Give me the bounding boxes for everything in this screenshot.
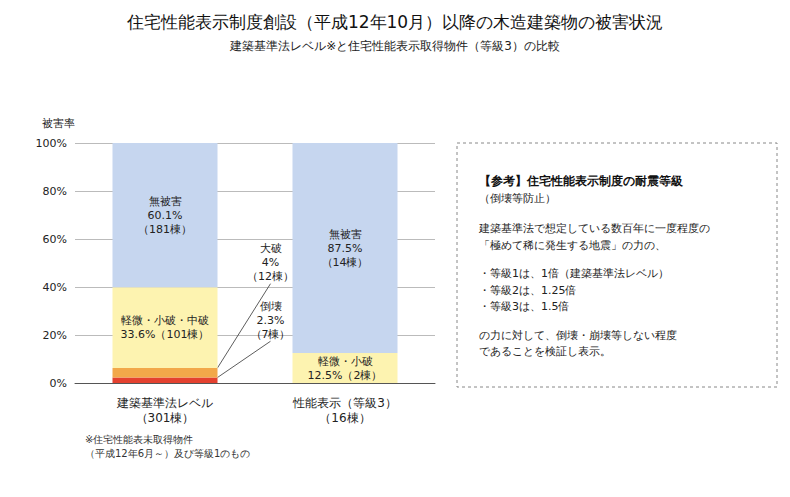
- svg-text:33.6%（101棟）: 33.6%（101棟）: [121, 328, 210, 341]
- svg-text:※住宅性能表未取得物件: ※住宅性能表未取得物件: [85, 434, 193, 445]
- svg-text:60.1%: 60.1%: [148, 209, 183, 222]
- svg-text:2.3%: 2.3%: [257, 314, 285, 327]
- svg-text:であることを検証し表示。: であることを検証し表示。: [479, 345, 611, 358]
- svg-text:（倒壊等防止）: （倒壊等防止）: [479, 192, 556, 205]
- svg-text:軽微・小破・中破: 軽微・小破・中破: [121, 314, 209, 327]
- svg-text:・等級3は、1.5倍: ・等級3は、1.5倍: [479, 300, 570, 313]
- svg-text:（181棟）: （181棟）: [138, 223, 192, 236]
- svg-text:（16棟）: （16棟）: [319, 411, 370, 425]
- svg-text:建築基準法で想定している数百年に一度程度の: 建築基準法で想定している数百年に一度程度の: [478, 222, 710, 235]
- svg-text:無被害: 無被害: [329, 228, 362, 241]
- svg-text:80%: 80%: [43, 185, 67, 198]
- svg-text:建築基準法レベル※と住宅性能表示取得物件（等級3）の比較: 建築基準法レベル※と住宅性能表示取得物件（等級3）の比較: [229, 39, 560, 53]
- svg-text:・等級1は、1倍（建築基準法レベル）: ・等級1は、1倍（建築基準法レベル）: [479, 267, 669, 280]
- svg-text:（7棟）: （7棟）: [251, 328, 291, 341]
- svg-text:・等級2は、1.25倍: ・等級2は、1.25倍: [479, 284, 577, 297]
- svg-text:60%: 60%: [43, 233, 67, 246]
- svg-text:（301棟）: （301棟）: [136, 411, 195, 425]
- svg-text:100%: 100%: [36, 137, 67, 150]
- svg-text:大破: 大破: [260, 242, 282, 255]
- svg-text:20%: 20%: [43, 329, 67, 342]
- svg-text:（平成12年6月～）及び等級1のもの: （平成12年6月～）及び等級1のもの: [85, 448, 250, 459]
- svg-text:被害率: 被害率: [42, 117, 75, 130]
- svg-text:（14棟）: （14棟）: [322, 256, 369, 269]
- svg-text:12.5%（2棟）: 12.5%（2棟）: [308, 369, 383, 382]
- svg-text:4%: 4%: [262, 256, 279, 269]
- svg-text:の力に対して、倒壊・崩壊等しない程度: の力に対して、倒壊・崩壊等しない程度: [479, 329, 677, 342]
- svg-text:40%: 40%: [43, 281, 67, 294]
- svg-text:無被害: 無被害: [149, 195, 182, 208]
- svg-text:（12棟）: （12棟）: [247, 270, 294, 283]
- svg-text:住宅性能表示制度創設（平成12年10月）以降の木造建築物の被: 住宅性能表示制度創設（平成12年10月）以降の木造建築物の被害状況: [126, 12, 663, 32]
- svg-text:87.5%: 87.5%: [328, 242, 363, 255]
- svg-text:建築基準法レベル: 建築基準法レベル: [116, 396, 213, 410]
- svg-text:軽微・小破: 軽微・小破: [318, 355, 373, 368]
- svg-text:「極めて稀に発生する地震」の力の、: 「極めて稀に発生する地震」の力の、: [479, 239, 666, 252]
- svg-text:性能表示（等級3）: 性能表示（等級3）: [292, 396, 397, 410]
- svg-text:0%: 0%: [50, 377, 67, 390]
- svg-text:【参考】住宅性能表示制度の耐震等級: 【参考】住宅性能表示制度の耐震等級: [479, 174, 684, 188]
- svg-text:倒壊: 倒壊: [260, 300, 282, 313]
